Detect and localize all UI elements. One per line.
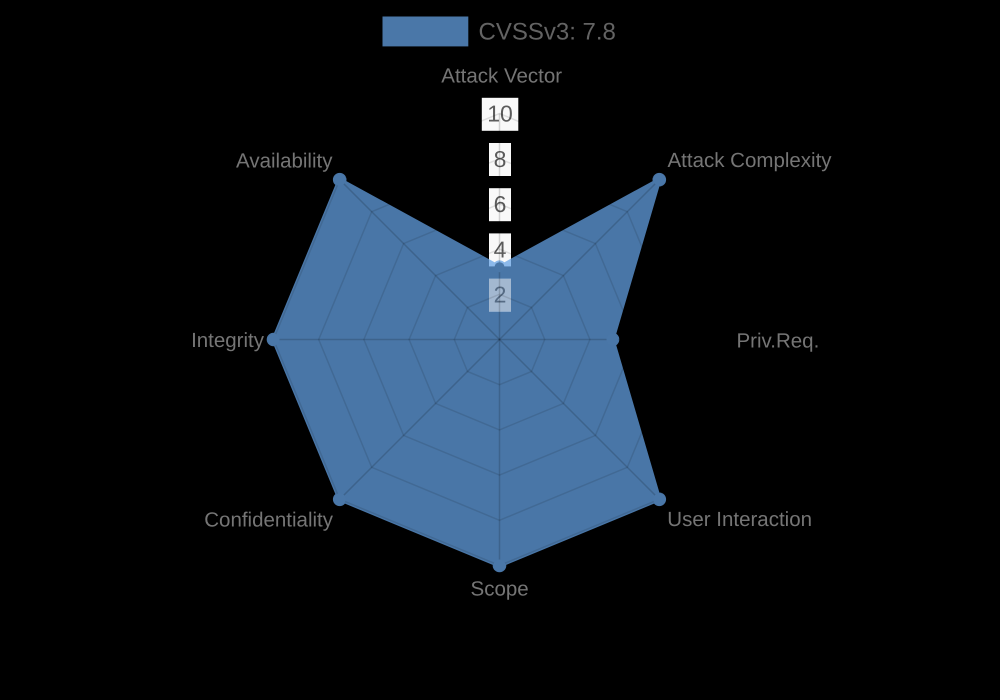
svg-text:4: 4 bbox=[494, 236, 507, 262]
svg-text:Attack Vector: Attack Vector bbox=[441, 65, 562, 88]
svg-text:CVSSv3: 7.8: CVSSv3: 7.8 bbox=[479, 19, 616, 46]
svg-text:8: 8 bbox=[494, 146, 507, 172]
svg-text:Priv.Req.: Priv.Req. bbox=[737, 330, 820, 353]
svg-text:10: 10 bbox=[487, 101, 513, 127]
svg-text:User Interaction: User Interaction bbox=[667, 508, 812, 531]
svg-text:Availability: Availability bbox=[236, 149, 333, 172]
svg-text:Attack Complexity: Attack Complexity bbox=[668, 149, 833, 172]
svg-text:Confidentiality: Confidentiality bbox=[204, 509, 334, 532]
svg-text:2: 2 bbox=[494, 282, 507, 308]
svg-text:Integrity: Integrity bbox=[191, 329, 265, 352]
svg-text:Scope: Scope bbox=[471, 578, 529, 601]
svg-text:6: 6 bbox=[494, 191, 507, 217]
